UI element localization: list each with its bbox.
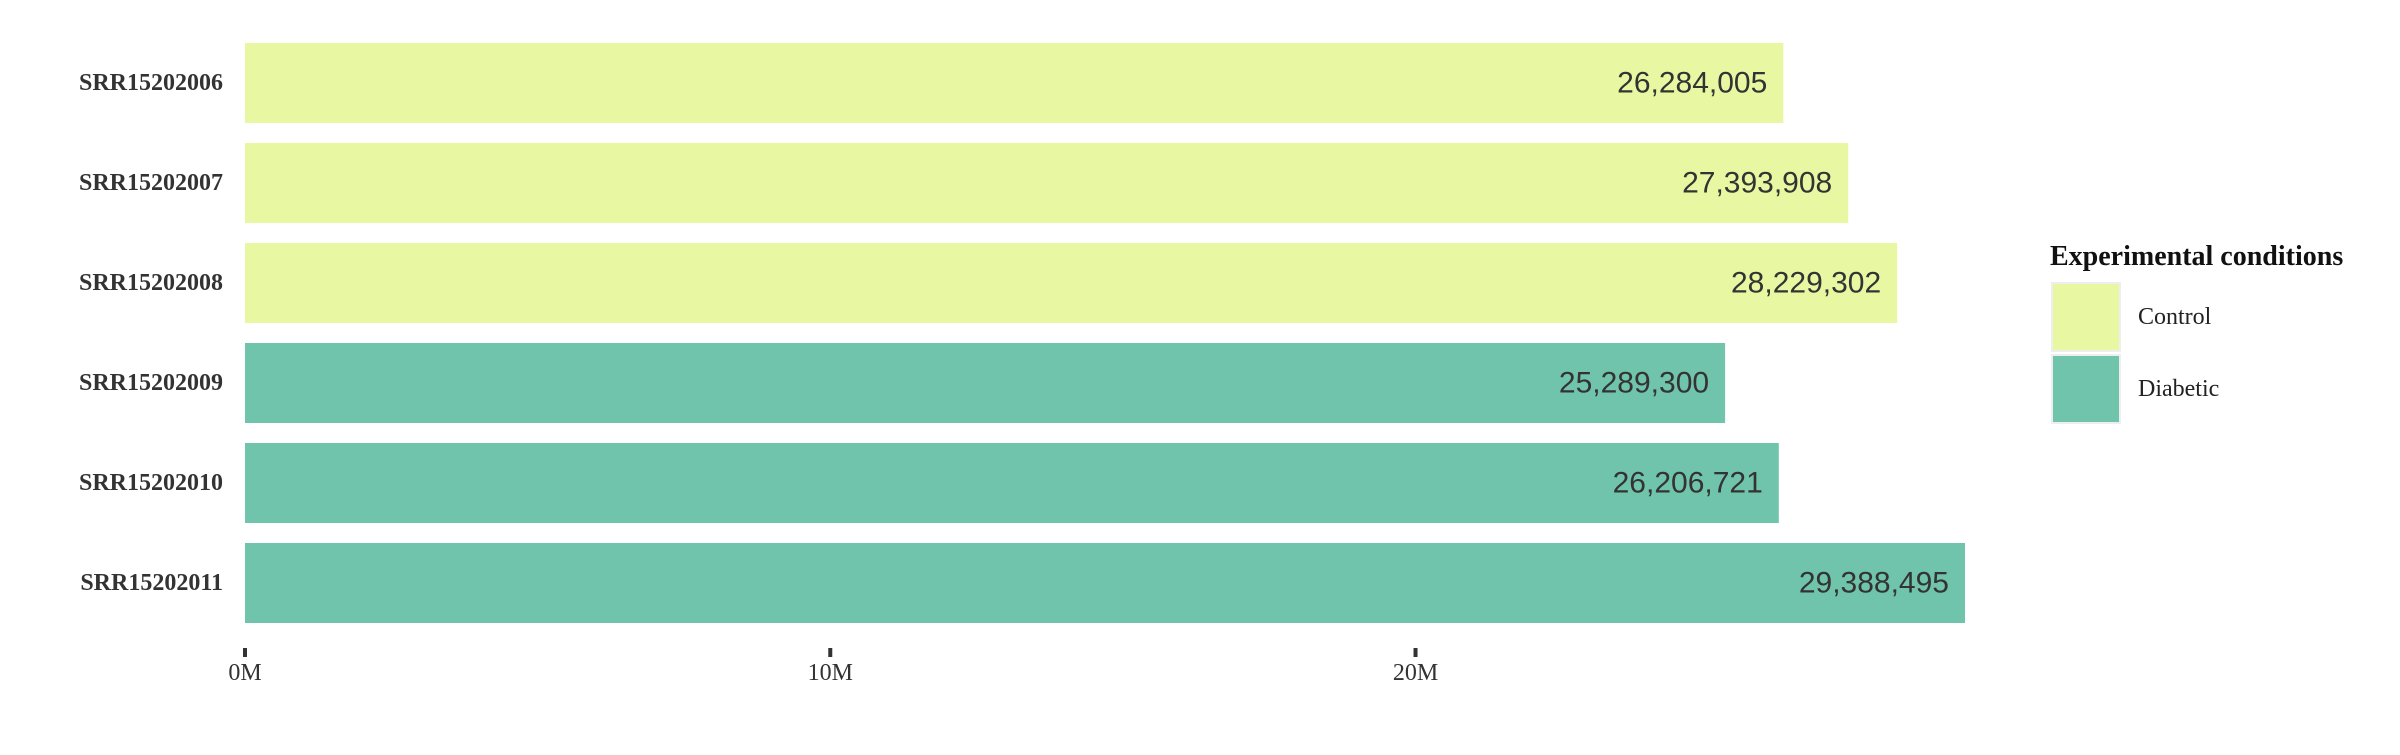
data-label: 26,284,005 (1617, 67, 1767, 100)
legend-label: Diabetic (2138, 376, 2219, 402)
bar-SRR15202008 (245, 243, 1898, 323)
category-label: SRR15202011 (80, 570, 223, 596)
x-tick-label: 20M (1393, 660, 1438, 686)
bar-SRR15202007 (245, 143, 1849, 223)
legend-key-control (2051, 282, 2121, 352)
data-label: 27,393,908 (1682, 167, 1832, 200)
x-tick-label: 10M (808, 660, 853, 686)
bar-SRR15202010 (245, 443, 1779, 523)
bar-SRR15202006 (245, 43, 1784, 123)
legend-label: Control (2138, 304, 2212, 330)
x-tick-label: 0M (228, 660, 261, 686)
data-label: 26,206,721 (1613, 467, 1763, 500)
category-label: SRR15202007 (79, 170, 223, 196)
category-label: SRR15202008 (79, 270, 223, 296)
bar-SRR15202009 (245, 343, 1726, 423)
data-label: 29,388,495 (1799, 567, 1949, 600)
category-label: SRR15202006 (79, 70, 223, 96)
legend-title: Experimental conditions (2050, 241, 2343, 272)
legend-key-diabetic (2051, 354, 2121, 424)
category-label: SRR15202010 (79, 470, 223, 496)
legend: Experimental conditions Control Diabetic (2050, 241, 2343, 424)
data-label: 28,229,302 (1731, 267, 1881, 300)
data-label: 25,289,300 (1559, 367, 1709, 400)
bar-SRR15202011 (245, 543, 1965, 623)
category-label: SRR15202009 (79, 370, 223, 396)
x-axis: 0M 10M 20M (228, 648, 1438, 686)
bars-layer: SRR15202006 26,284,005 SRR15202007 27,393,9… (79, 43, 1965, 623)
